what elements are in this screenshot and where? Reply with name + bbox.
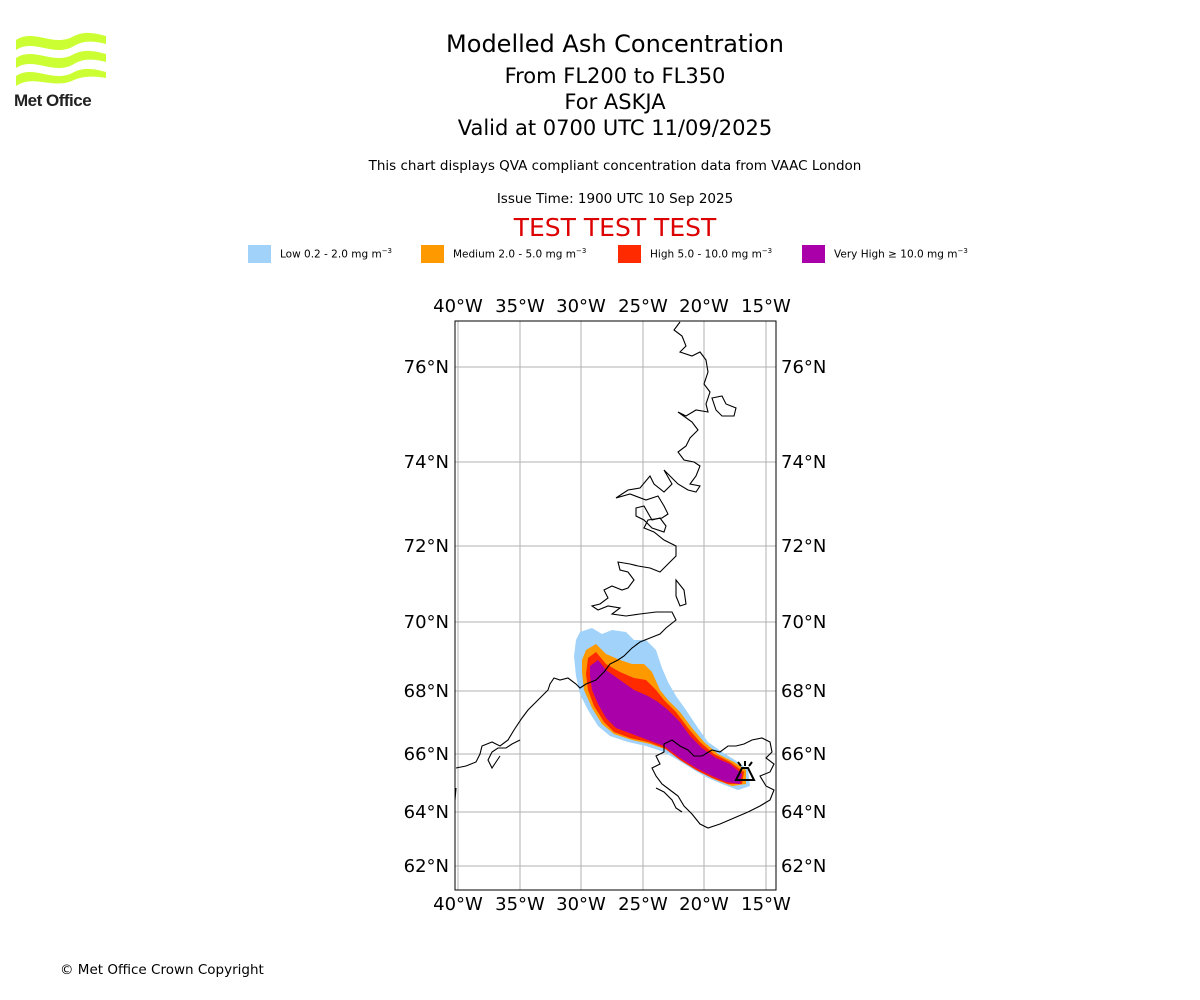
- lat-tick-label: 66°N: [404, 744, 449, 765]
- lon-tick-label: 35°W: [495, 296, 545, 317]
- legend-swatch-very-high: [802, 245, 825, 263]
- legend-item-medium: Medium 2.0 - 5.0 mg m−3: [421, 245, 586, 263]
- legend-item-low: Low 0.2 - 2.0 mg m−3: [248, 245, 392, 263]
- lat-tick-label: 66°N: [781, 744, 826, 765]
- met-office-logo-text: Met Office: [14, 91, 92, 110]
- lon-tick-label: 40°W: [433, 894, 483, 915]
- lon-tick-label: 30°W: [556, 296, 606, 317]
- lat-tick-label: 76°N: [781, 357, 826, 378]
- lat-tick-label: 74°N: [404, 452, 449, 473]
- coastline-greenland-island: [711, 395, 737, 417]
- legend-label-medium: Medium 2.0 - 5.0 mg m−3: [453, 247, 587, 261]
- chart-title: Modelled Ash Concentration: [446, 30, 784, 58]
- legend-label-high: High 5.0 - 10.0 mg m−3: [650, 247, 773, 261]
- lon-tick-label: 15°W: [741, 296, 791, 317]
- legend-swatch-low: [248, 245, 271, 263]
- lat-tick-label: 64°N: [781, 802, 826, 823]
- legend-swatch-high: [618, 245, 641, 263]
- lat-tick-labels-right: 76°N 74°N 72°N 70°N 68°N 66°N 64°N 62°N: [781, 357, 826, 877]
- coastline-greenland: [455, 321, 711, 769]
- lat-tick-label: 68°N: [781, 681, 826, 702]
- lon-tick-label: 20°W: [679, 296, 729, 317]
- lat-tick-label: 76°N: [404, 357, 449, 378]
- lat-tick-label: 62°N: [404, 856, 449, 877]
- lon-tick-labels-top: 40°W 35°W 30°W 25°W 20°W 15°W: [433, 296, 791, 317]
- coastline-greenland-island: [675, 578, 687, 607]
- volcano-name: For ASKJA: [564, 90, 666, 114]
- valid-time: Valid at 0700 UTC 11/09/2025: [457, 116, 773, 140]
- met-office-logo: Met Office: [14, 30, 108, 112]
- map-frame: [454, 320, 777, 891]
- legend-item-very-high: Very High ≥ 10.0 mg m−3: [802, 245, 968, 263]
- lon-tick-label: 30°W: [556, 894, 606, 915]
- lat-tick-label: 70°N: [404, 612, 449, 633]
- coastlines: [455, 321, 775, 829]
- lat-tick-label: 72°N: [404, 536, 449, 557]
- legend-label-very-high: Very High ≥ 10.0 mg m−3: [834, 247, 968, 261]
- chart-description: This chart displays QVA compliant concen…: [368, 158, 862, 174]
- coastline-greenland-fjord: [487, 739, 521, 770]
- lat-tick-label: 62°N: [781, 856, 826, 877]
- ash-plume-very-high: [590, 660, 742, 784]
- volcano-icon: [734, 761, 756, 781]
- copyright-notice: © Met Office Crown Copyright: [60, 962, 264, 978]
- test-banner: TEST TEST TEST: [513, 213, 717, 242]
- coastline-iceland-peninsula: [655, 787, 683, 813]
- coastline-iceland: [651, 737, 775, 829]
- lon-tick-label: 25°W: [618, 894, 668, 915]
- lat-tick-labels-left: 76°N 74°N 72°N 70°N 68°N 66°N 64°N 62°N: [404, 357, 449, 877]
- map-gridlines: [455, 321, 776, 890]
- lon-tick-labels-bottom: 40°W 35°W 30°W 25°W 20°W 15°W: [433, 894, 791, 915]
- legend-label-low: Low 0.2 - 2.0 mg m−3: [280, 247, 393, 261]
- lon-tick-label: 20°W: [679, 894, 729, 915]
- coastline-greenland-island: [635, 505, 667, 533]
- lat-tick-label: 68°N: [404, 681, 449, 702]
- issue-time: Issue Time: 1900 UTC 10 Sep 2025: [496, 191, 734, 207]
- lon-tick-label: 40°W: [433, 296, 483, 317]
- lat-tick-label: 74°N: [781, 452, 826, 473]
- legend-item-high: High 5.0 - 10.0 mg m−3: [618, 245, 772, 263]
- lat-tick-label: 72°N: [781, 536, 826, 557]
- lon-tick-label: 35°W: [495, 894, 545, 915]
- lon-tick-label: 25°W: [618, 296, 668, 317]
- met-office-waves-icon: [16, 32, 106, 86]
- legend-swatch-medium: [421, 245, 444, 263]
- lat-tick-label: 64°N: [404, 802, 449, 823]
- flight-levels: From FL200 to FL350: [504, 64, 726, 88]
- lon-tick-label: 15°W: [741, 894, 791, 915]
- lat-tick-label: 70°N: [781, 612, 826, 633]
